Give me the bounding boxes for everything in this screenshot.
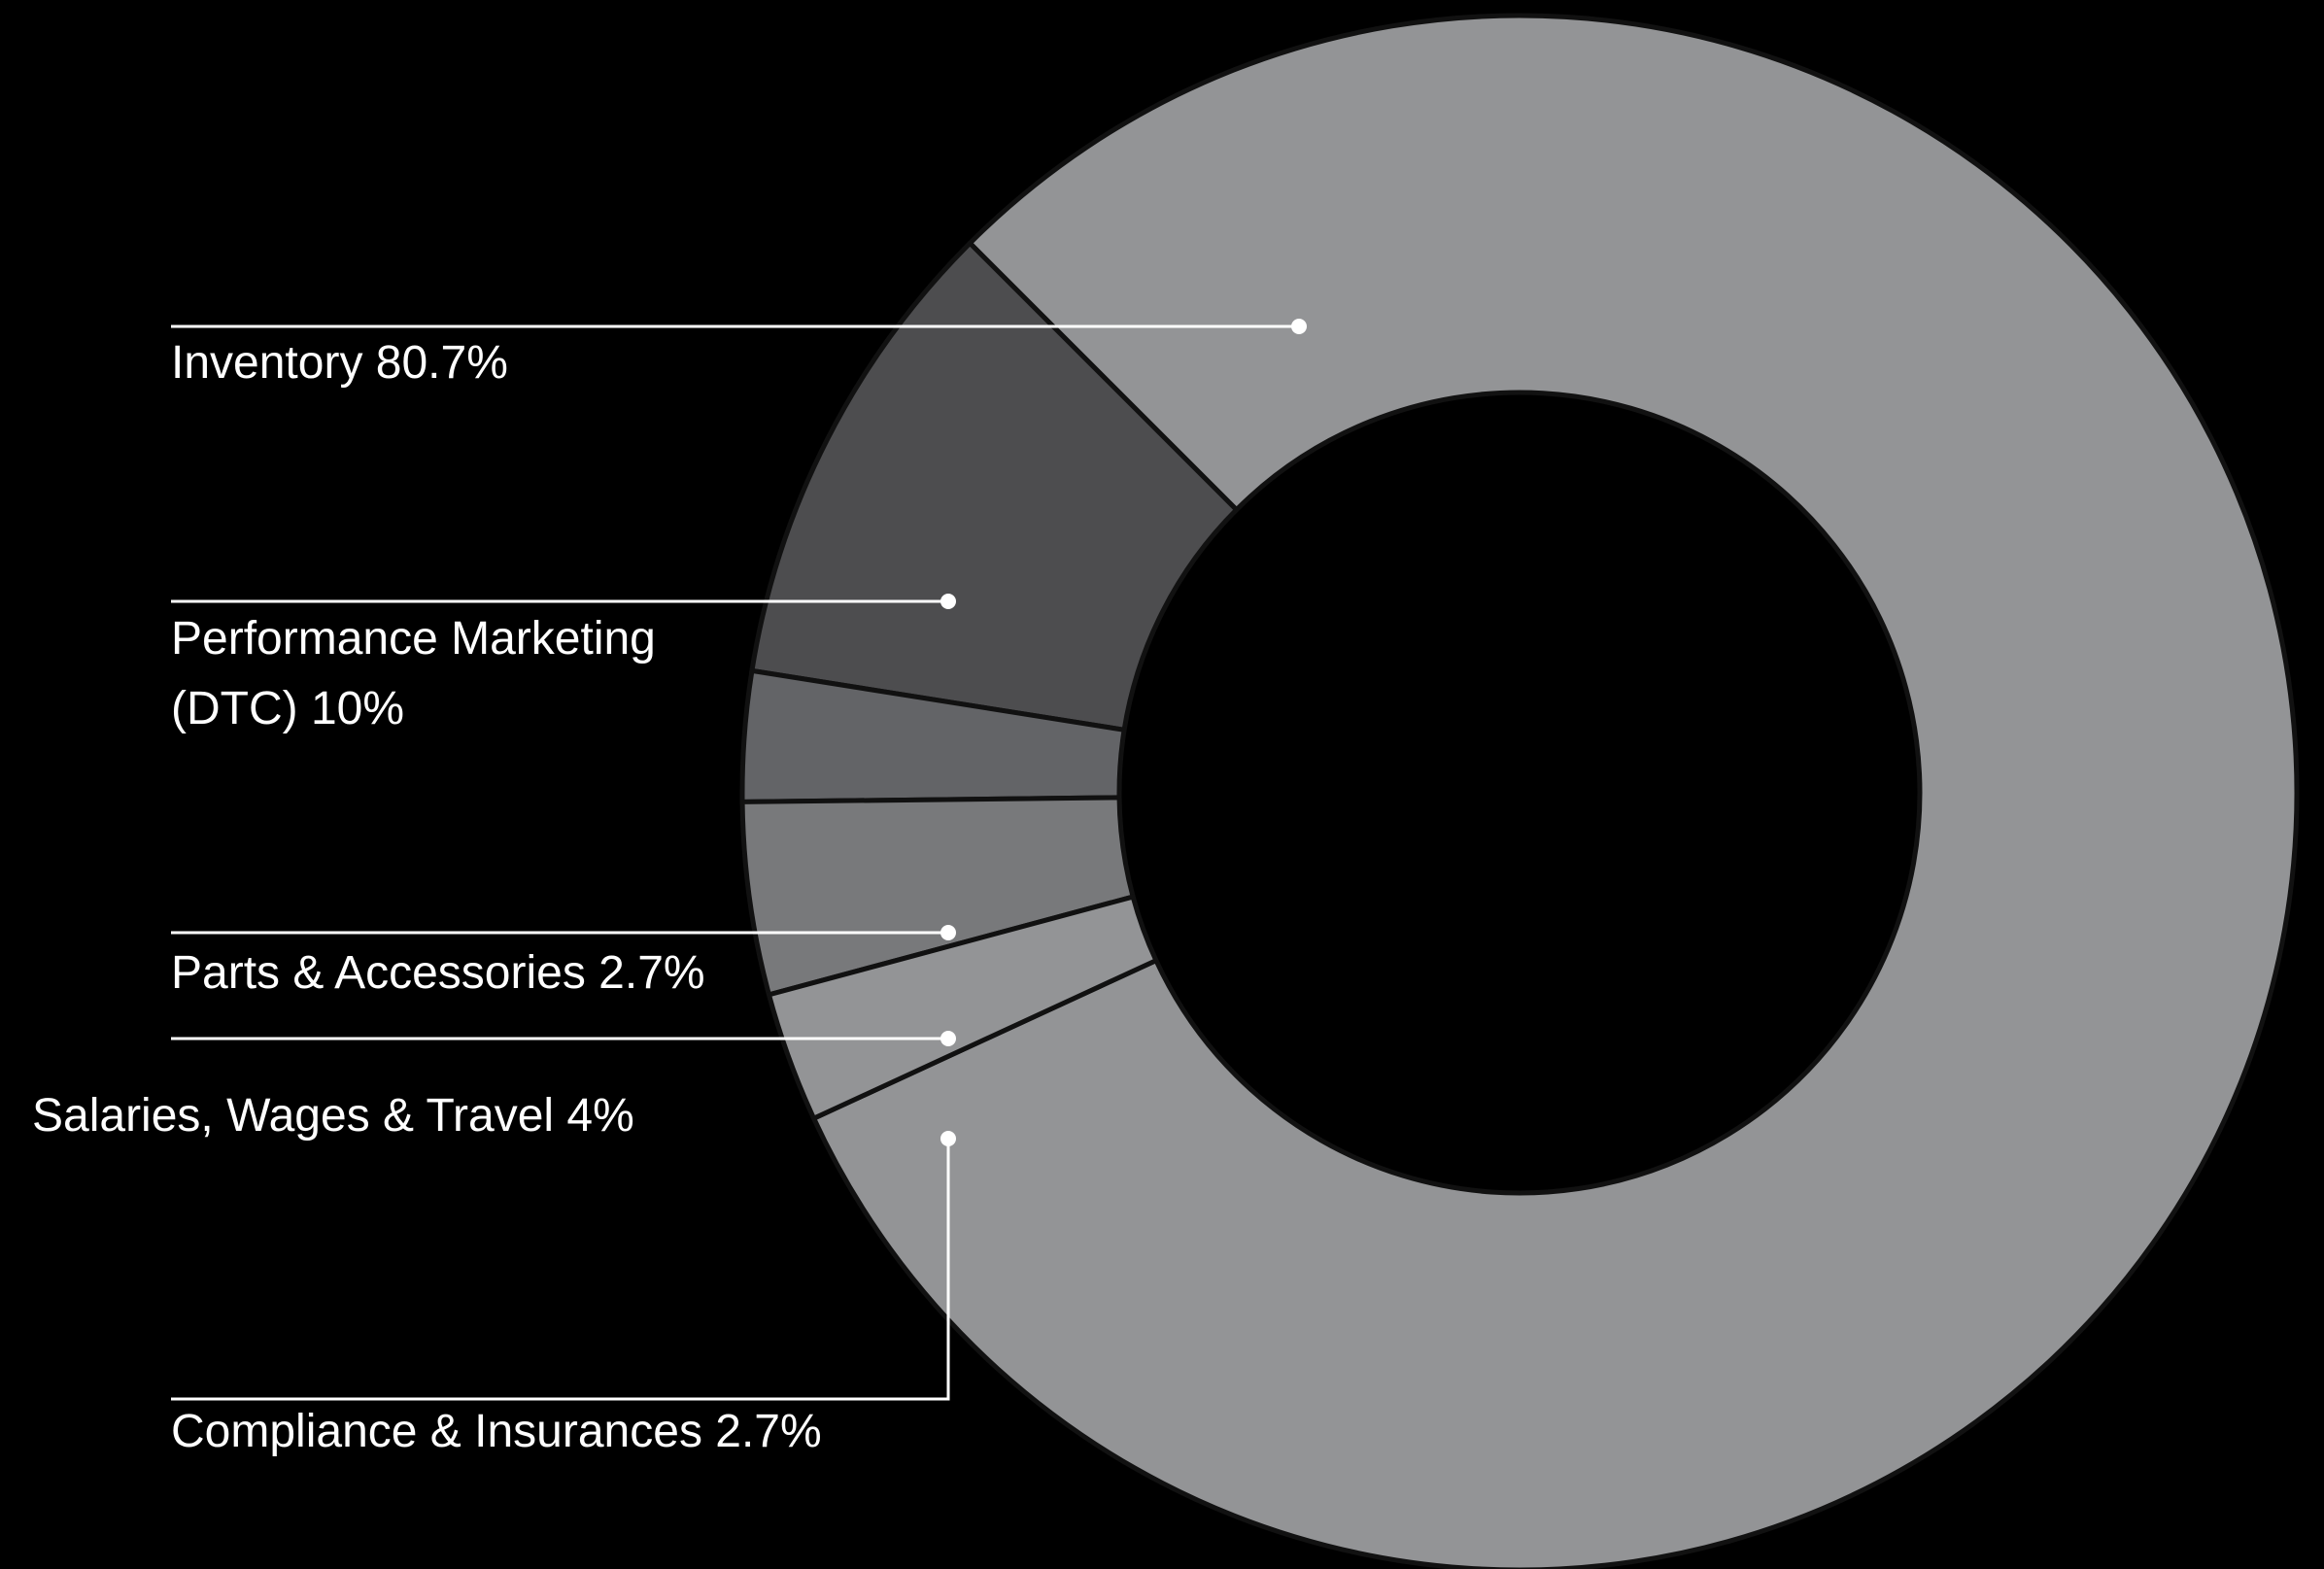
leader-dot-salaries-wages-travel — [940, 1031, 956, 1046]
slice-compliance-insurances — [766, 893, 1160, 1122]
leader-line-compliance-insurances — [171, 1139, 950, 1401]
slice-labels: Inventory 80.7% Performance Marketing (DTC… — [32, 319, 1307, 1457]
data-label-parts-accessories: Parts & Accessories 2.7% — [171, 947, 705, 999]
slice-performance-marketing-dtc — [749, 239, 1241, 733]
data-label-performance-marketing-dtc: Performance Marketing (DTC) 10% — [171, 613, 656, 734]
data-label-compliance-insurances: Compliance & Insurances 2.7% — [171, 1406, 822, 1457]
data-label-inventory: Inventory 80.7% — [171, 337, 508, 389]
leader-dot-performance-marketing-dtc — [940, 594, 956, 609]
donut-slices — [739, 13, 2300, 1569]
leader-dot-compliance-insurances — [940, 1131, 956, 1146]
data-label-salaries-wages-travel: Salaries, Wages & Travel 4% — [32, 1090, 634, 1142]
slice-inventory — [810, 13, 2300, 1569]
leader-dot-inventory — [1291, 319, 1307, 334]
slice-parts-accessories — [739, 667, 1127, 804]
slice-salaries-wages-travel — [739, 795, 1137, 998]
leader-dot-parts-accessories — [940, 925, 956, 940]
